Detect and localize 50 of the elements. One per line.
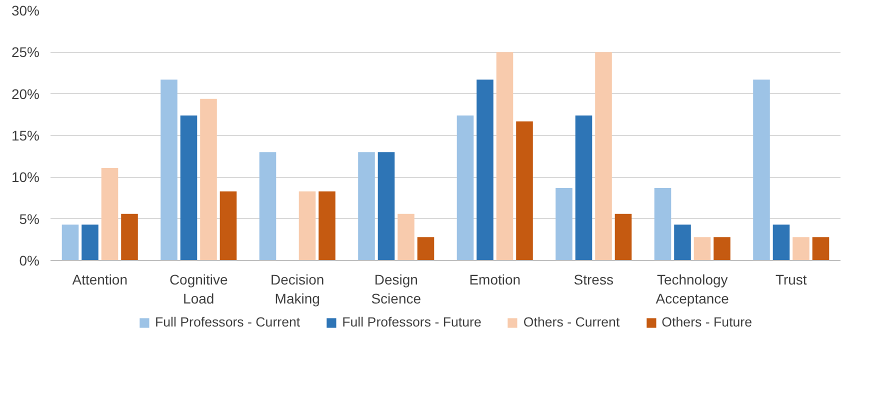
bar bbox=[614, 214, 632, 260]
bar bbox=[654, 188, 672, 260]
bar bbox=[772, 224, 790, 260]
y-tick-label: 0% bbox=[19, 252, 40, 268]
bar bbox=[160, 80, 178, 260]
x-tick-label: Decision Making bbox=[270, 272, 324, 307]
legend-label: Others - Future bbox=[662, 314, 752, 330]
bar bbox=[62, 224, 79, 260]
x-tick-label: Technology Acceptance bbox=[656, 272, 730, 307]
bar bbox=[259, 152, 276, 260]
bar bbox=[476, 80, 494, 260]
x-tick-label: Attention bbox=[72, 272, 128, 288]
legend-label: Full Professors - Current bbox=[154, 314, 300, 330]
bar bbox=[358, 152, 375, 260]
bar bbox=[556, 188, 572, 260]
bar bbox=[398, 214, 414, 260]
legend-label: Full Professors - Future bbox=[342, 314, 482, 330]
bar bbox=[298, 191, 316, 260]
bar bbox=[82, 224, 98, 260]
bar bbox=[180, 116, 198, 260]
bar bbox=[516, 121, 533, 260]
x-tick-label: Cognitive Load bbox=[169, 272, 228, 307]
bar bbox=[575, 116, 592, 260]
bar bbox=[101, 168, 118, 260]
bar bbox=[714, 237, 730, 260]
bar bbox=[220, 191, 237, 260]
bar bbox=[417, 237, 434, 260]
bar bbox=[674, 224, 691, 260]
legend-label: Others - Current bbox=[523, 314, 620, 330]
bar bbox=[496, 52, 514, 260]
bar bbox=[595, 52, 612, 260]
x-tick-label: Stress bbox=[574, 272, 614, 288]
y-tick-label: 5% bbox=[19, 210, 40, 227]
bar bbox=[200, 98, 217, 260]
x-tick-label: Emotion bbox=[469, 272, 521, 288]
bar bbox=[456, 116, 474, 260]
bar bbox=[378, 152, 395, 260]
x-tick-label: Trust bbox=[775, 272, 807, 288]
bar bbox=[318, 191, 336, 260]
bar bbox=[121, 214, 138, 260]
bar bbox=[753, 80, 770, 260]
bar bbox=[694, 237, 711, 260]
bar bbox=[812, 237, 830, 260]
y-tick-label: 10% bbox=[11, 169, 40, 186]
x-tick-label: Design Science bbox=[371, 272, 422, 307]
bar bbox=[792, 237, 810, 260]
y-tick-label: 15% bbox=[11, 128, 40, 144]
y-tick-label: 20% bbox=[11, 86, 40, 102]
y-tick-label: 25% bbox=[11, 44, 40, 60]
y-tick-label: 30% bbox=[11, 2, 40, 18]
